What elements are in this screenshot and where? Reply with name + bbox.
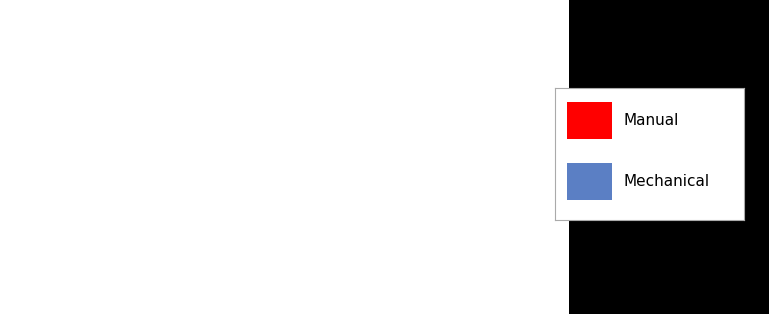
Bar (92, 146, 135, 283)
Title: Number of incidents by length of time
January to June 2022: Number of incidents by length of time Ja… (120, 0, 507, 37)
Text: Manual: Manual (623, 113, 678, 128)
Bar (171, 71, 215, 283)
Text: Mechanical: Mechanical (623, 174, 709, 189)
FancyBboxPatch shape (567, 102, 611, 139)
Y-axis label: Number of incidents: Number of incidents (16, 84, 30, 243)
FancyBboxPatch shape (567, 163, 611, 200)
Bar (411, 89, 455, 283)
Bar (491, 200, 535, 283)
Bar (331, 146, 375, 283)
Bar (251, 272, 295, 283)
